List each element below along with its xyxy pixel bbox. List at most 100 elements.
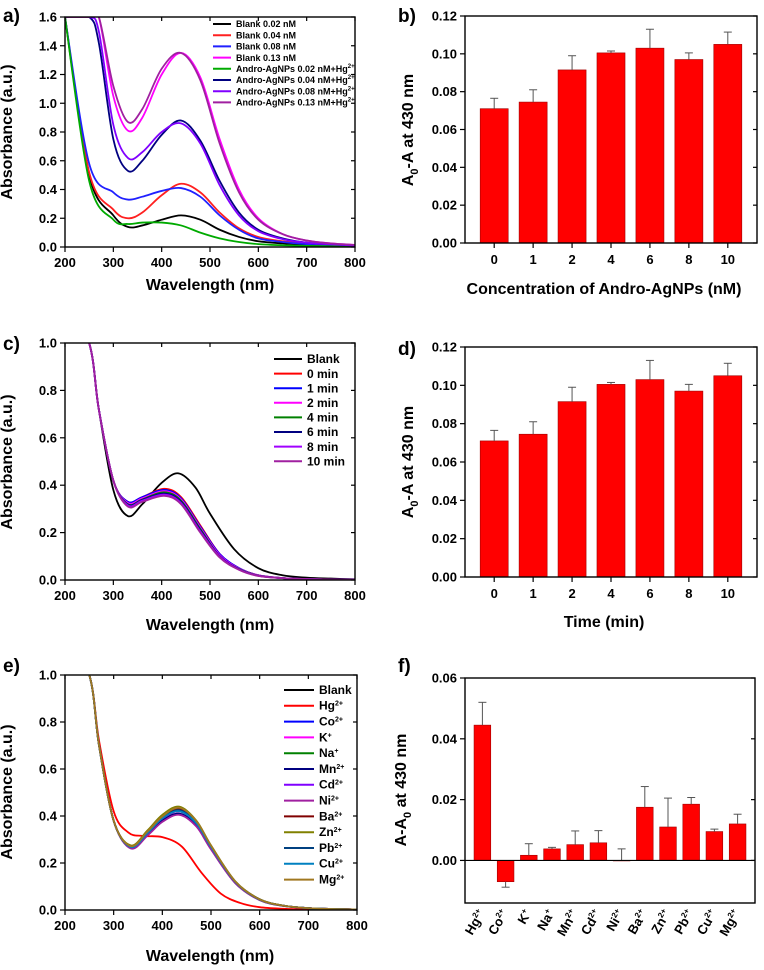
x-tick-label: 500 — [199, 255, 221, 270]
legend-label: Pb2+ — [319, 841, 342, 855]
bar — [635, 379, 665, 578]
x-tick-label: 700 — [296, 588, 318, 603]
y-tick-label: 0.4 — [39, 182, 58, 197]
y-tick-label: 0.02 — [432, 792, 457, 807]
y-tick-label: 0.04 — [432, 493, 458, 508]
bar — [596, 52, 626, 244]
y-axis-label: A-A0 at 430 nm — [393, 734, 414, 847]
legend-label: Cd2+ — [319, 778, 343, 792]
y-tick-label: 0.02 — [432, 531, 457, 546]
chart-d: 0 1 2 4 6 8 10 0.00 0.02 0.04 0.06 0.08 0.10 0.12 Time… — [398, 339, 758, 631]
legend-label: Blank — [307, 352, 340, 366]
y-axis-label: A0-A at 430 nm — [400, 74, 421, 186]
y-axis-label: Absorbance (a.u.) — [0, 724, 16, 859]
bar — [479, 440, 509, 578]
legend-label: 2 min — [307, 396, 338, 410]
series-line-10-min — [88, 343, 355, 580]
bar — [636, 806, 654, 861]
x-tick-label: 800 — [346, 918, 368, 933]
x-tick-label: 6 — [646, 252, 653, 267]
bar — [520, 854, 538, 861]
legend: Blank Hg2+Co2+ K+ Na+ Mn2+ Cd2+Ni2+ Ba2+ Zn2+ Pb… — [284, 683, 352, 886]
y-tick-label: 0.8 — [39, 715, 57, 730]
x-tick-label: 400 — [151, 255, 173, 270]
y-tick-label: 0.00 — [432, 570, 457, 585]
legend-label: 0 min — [307, 367, 338, 381]
x-axis-label: Time (min) — [564, 614, 645, 631]
y-tick-label: 0.10 — [432, 378, 457, 393]
bar — [635, 47, 665, 244]
bar — [674, 59, 704, 244]
x-tick-label: 200 — [54, 918, 76, 933]
bar — [713, 375, 743, 578]
bar — [728, 823, 747, 861]
legend-label: Blank 0.02 nM — [236, 19, 296, 29]
chart-f: Hg2+Co2+ K+ Na+Mn2+Cd2+Ni2+Ba2+Zn2+Pb2+Cu2… — [393, 656, 756, 939]
x-tick-label: 4 — [607, 586, 615, 601]
x-tick-label: 600 — [247, 588, 269, 603]
y-tick-label: 0.00 — [432, 236, 457, 251]
bar — [589, 842, 608, 861]
y-tick-label: 0.0 — [39, 573, 57, 588]
bar — [705, 831, 724, 861]
x-tick-label: 600 — [247, 255, 269, 270]
x-axis-label: Concentration of Andro-AgNPs (nM) — [467, 281, 742, 298]
series-group — [65, 17, 355, 247]
x-tick-label: Ni2+ — [603, 907, 627, 934]
y-tick-label: 0.06 — [432, 671, 457, 686]
bar — [543, 848, 561, 861]
x-tick-label: 6 — [646, 586, 653, 601]
series-line-hg2- — [88, 675, 357, 910]
y-tick-label: 0.6 — [39, 430, 57, 445]
legend-label: 10 min — [307, 454, 345, 468]
bar — [479, 108, 509, 244]
x-tick-label: 700 — [297, 918, 319, 933]
x-tick-label: 300 — [102, 588, 124, 603]
x-axis-label: Wavelength (nm) — [146, 948, 274, 965]
bar — [518, 433, 548, 578]
series-group — [88, 675, 357, 910]
y-tick-label: 0.10 — [432, 46, 457, 61]
chart-c: 200 300 400 500 600 700 800 0.0 0.2 0.4 0.6 0.8 1.0 W… — [0, 334, 366, 634]
y-tick-label: 0.04 — [432, 160, 458, 175]
legend-label: Mn2+ — [319, 762, 344, 776]
x-tick-label: 8 — [685, 252, 692, 267]
y-tick-label: 1.6 — [39, 10, 57, 25]
x-tick-label: 2 — [568, 586, 575, 601]
y-tick-label: 0.6 — [39, 153, 57, 168]
bar — [473, 724, 492, 861]
panel-label: c) — [3, 334, 20, 355]
panel-label: e) — [3, 656, 20, 677]
series-line-andro-agnps-0-08-nm-hg2- — [65, 17, 355, 247]
y-tick-label: 1.4 — [39, 38, 58, 53]
y-tick-label: 0.06 — [432, 122, 457, 137]
panel-label: f) — [398, 656, 411, 677]
y-tick-label: 0.0 — [39, 240, 57, 255]
y-tick-label: 0.00 — [432, 853, 457, 868]
legend-label: Co2+ — [319, 714, 343, 728]
legend-label: Blank — [319, 683, 352, 697]
x-tick-label: 200 — [54, 588, 76, 603]
series-line-andro-agnps-0-13-nm-hg2- — [65, 17, 355, 246]
y-tick-label: 0.4 — [39, 478, 58, 493]
legend-label: Ni2+ — [319, 793, 339, 807]
y-tick-label: 0.0 — [39, 903, 57, 918]
legend-label: Andro-AgNPs 0.13 nM+Hg2+ — [236, 98, 355, 108]
x-axis-label: Wavelength (nm) — [146, 617, 274, 634]
series-line-andro-agnps-0-02-nm-hg2- — [65, 17, 355, 247]
legend-label: Na+ — [319, 746, 338, 760]
x-tick-label: 0 — [491, 586, 498, 601]
legend-label: Andro-AgNPs 0.02 nM+Hg2+ — [236, 64, 355, 74]
bar — [682, 803, 700, 861]
panel-label: d) — [398, 339, 416, 360]
legend-label: Mg2+ — [319, 872, 344, 886]
x-tick-label: Hg2+ — [462, 907, 488, 938]
x-tick-label: 10 — [721, 586, 735, 601]
y-tick-label: 0.02 — [432, 198, 457, 213]
x-tick-label: 400 — [151, 918, 173, 933]
series-line-mg2- — [88, 675, 357, 910]
x-tick-label: 300 — [103, 918, 125, 933]
y-tick-label: 0.8 — [39, 383, 57, 398]
